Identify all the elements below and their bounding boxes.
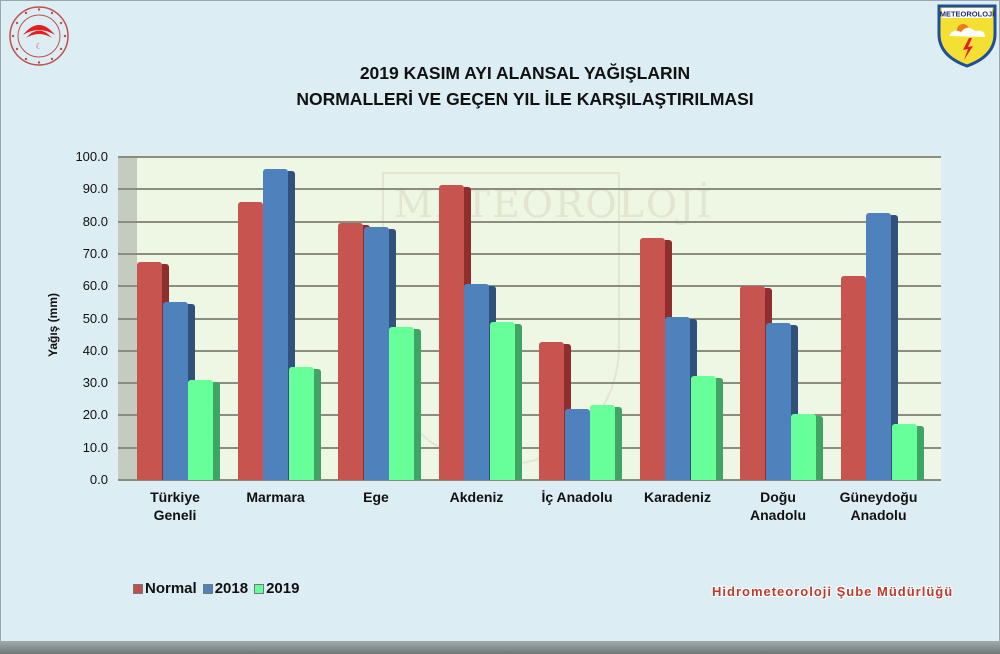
gridline xyxy=(118,188,941,191)
legend-label-2019: 2019 xyxy=(266,580,300,597)
x-tick-label: İç Anadolu xyxy=(527,488,627,506)
legend-swatch-2019 xyxy=(254,583,265,594)
bar-normal xyxy=(338,223,370,480)
y-tick-label: 40.0 xyxy=(82,342,108,358)
x-tick-label-line: Anadolu xyxy=(750,507,806,523)
svg-text:☾: ☾ xyxy=(35,42,42,51)
y-axis-label: Yağış (mm) xyxy=(46,292,60,358)
legend: Normal 2018 2019 xyxy=(130,580,299,597)
y-tick-label: 0.0 xyxy=(89,472,108,487)
x-tick-label-line: Güneydoğu xyxy=(839,489,918,505)
x-tick-label-line: Karadeniz xyxy=(644,489,711,505)
x-tick-label: Marmara xyxy=(226,488,326,506)
x-tick-label: Akdeniz xyxy=(427,488,527,506)
y-tick-label: 30.0 xyxy=(82,375,108,391)
svg-text:METEOROLOJİ: METEOROLOJİ xyxy=(940,10,995,19)
x-tick-label-line: Ege xyxy=(363,489,389,505)
bar-normal xyxy=(438,185,471,480)
bar-2019 xyxy=(489,321,522,481)
bar-2018 xyxy=(363,227,396,480)
x-tick-label: Karadeniz xyxy=(628,488,728,506)
bar-normal xyxy=(740,286,772,480)
y-tick-label: 20.0 xyxy=(82,407,108,423)
legend-swatch-normal xyxy=(133,583,143,594)
bar-2018 xyxy=(162,302,195,480)
x-tick-label-line: Akdeniz xyxy=(449,489,504,505)
y-tick-label: 60.0 xyxy=(82,278,108,294)
bar-2018 xyxy=(564,408,597,481)
gridline xyxy=(118,252,941,255)
x-tick-label: Doğu Anadolu xyxy=(728,488,828,524)
gridline xyxy=(118,382,941,385)
gridline xyxy=(118,414,941,417)
y-tick-label: 50.0 xyxy=(82,310,108,326)
bar-2019 xyxy=(389,326,421,481)
credit-text: Hidrometeoroloji Şube Müdürlüğü xyxy=(712,584,954,599)
bar-normal xyxy=(539,342,571,480)
meteoroloji-logo-icon: METEOROLOJİ xyxy=(937,4,997,68)
legend-swatch-2018 xyxy=(202,583,213,594)
gridline xyxy=(118,285,941,288)
gridline xyxy=(118,317,941,320)
bar-2019 xyxy=(690,376,723,480)
x-tick-label-line: Doğu xyxy=(760,489,796,505)
x-axis-line xyxy=(118,479,941,481)
bar-normal xyxy=(137,261,169,481)
x-tick-label: Ege xyxy=(326,488,426,506)
bar-2019 xyxy=(288,366,321,481)
bar-2018 xyxy=(866,213,898,480)
chart-title-line1: 2019 KASIM AYI ALANSAL YAĞIŞLARIN xyxy=(359,63,691,83)
y-tick-label: 10.0 xyxy=(82,439,108,455)
bar-2019 xyxy=(590,405,622,480)
bar-2019 xyxy=(891,424,924,480)
gridline xyxy=(118,156,941,158)
x-tick-label-line: Anadolu xyxy=(850,507,907,523)
bar-normal xyxy=(639,238,672,480)
ministry-emblem-icon: ☾ xyxy=(9,6,69,66)
x-tick-label-line: Marmara xyxy=(246,489,305,505)
y-tick-label: 100.0 xyxy=(75,149,108,164)
y-tick-label: 70.0 xyxy=(82,245,108,261)
chart-title: 2019 KASIM AYI ALANSAL YAĞIŞLARIN NORMAL… xyxy=(200,60,850,112)
bar-2018 xyxy=(464,283,496,481)
legend-label-2018: 2018 xyxy=(214,580,249,597)
gridline xyxy=(118,349,941,352)
x-tick-label: Türkiye Geneli xyxy=(125,488,225,524)
x-tick-label-line: Geneli xyxy=(153,507,197,523)
x-tick-label: Güneydoğu Anadolu xyxy=(829,488,929,524)
bar-2018 xyxy=(765,323,798,480)
x-tick-label-line: Türkiye xyxy=(150,489,200,505)
bar-2018 xyxy=(665,317,697,480)
bar-2019 xyxy=(791,414,823,480)
bottom-bar xyxy=(0,642,1000,654)
bar-normal xyxy=(840,276,873,480)
x-tick-label-line: İç Anadolu xyxy=(541,489,613,505)
chart-title-line2: NORMALLERİ VE GEÇEN YIL İLE KARŞILAŞTIRI… xyxy=(296,89,754,109)
legend-label-normal: Normal xyxy=(145,580,197,597)
gridline xyxy=(118,446,941,449)
bar-normal xyxy=(237,202,270,480)
gridline xyxy=(118,220,941,223)
y-tick-label: 90.0 xyxy=(82,181,108,197)
bar-2019 xyxy=(188,380,220,480)
y-tick-label: 80.0 xyxy=(82,213,108,229)
bar-2018 xyxy=(263,168,295,481)
